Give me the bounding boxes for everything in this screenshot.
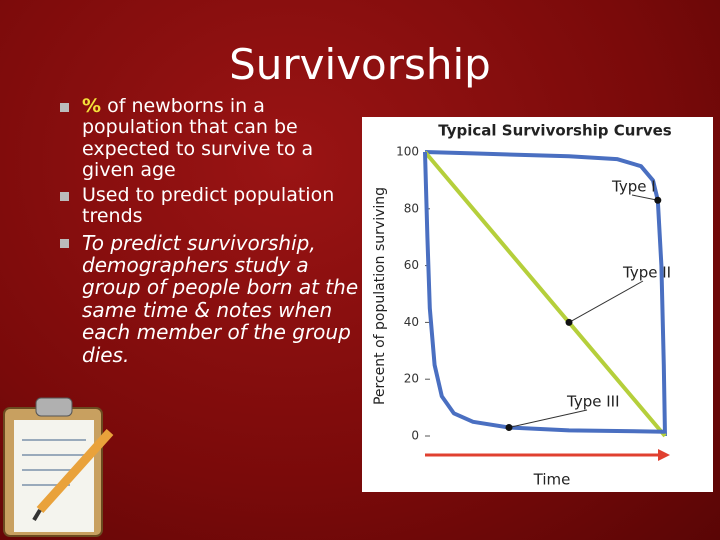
y-tick-label: 60 <box>404 258 419 272</box>
clipboard-icon <box>3 397 114 537</box>
marker <box>505 423 513 431</box>
bullet: To predict survivorship, demographers st… <box>60 230 360 367</box>
leader-line <box>568 280 644 323</box>
bullet-list: % of newborns in a population that can b… <box>60 95 360 370</box>
series-line <box>423 151 666 434</box>
y-tick-label: 80 <box>404 201 419 215</box>
bullet: % of newborns in a population that can b… <box>60 95 360 181</box>
y-tick-label: 0 <box>411 429 419 443</box>
highlight: % <box>82 95 102 117</box>
series-label: Type I <box>611 178 656 196</box>
y-tick-label: 100 <box>396 145 419 159</box>
bullet-text: Used to predict population trends <box>82 184 335 228</box>
bullet-text: To predict survivorship, demographers st… <box>82 230 359 367</box>
marker <box>654 196 662 204</box>
x-axis-arrowhead <box>658 449 670 461</box>
series-label: Type II <box>622 264 671 282</box>
leader-line <box>631 194 658 201</box>
leader-line <box>508 409 588 428</box>
series-label: Type III <box>566 393 620 411</box>
y-tick-label: 20 <box>404 372 419 386</box>
y-axis-label: Percent of population surviving <box>372 187 388 405</box>
bullet: Used to predict population trends <box>60 184 360 228</box>
bullet-text: of newborns in a population that can be … <box>82 95 314 181</box>
chart-title: Typical Survivorship Curves <box>438 122 672 140</box>
marker <box>565 318 573 326</box>
series-line <box>424 150 667 437</box>
y-tick-label: 40 <box>404 315 419 329</box>
x-axis-label: Time <box>533 471 571 489</box>
slide-title: Survivorship <box>229 40 491 89</box>
